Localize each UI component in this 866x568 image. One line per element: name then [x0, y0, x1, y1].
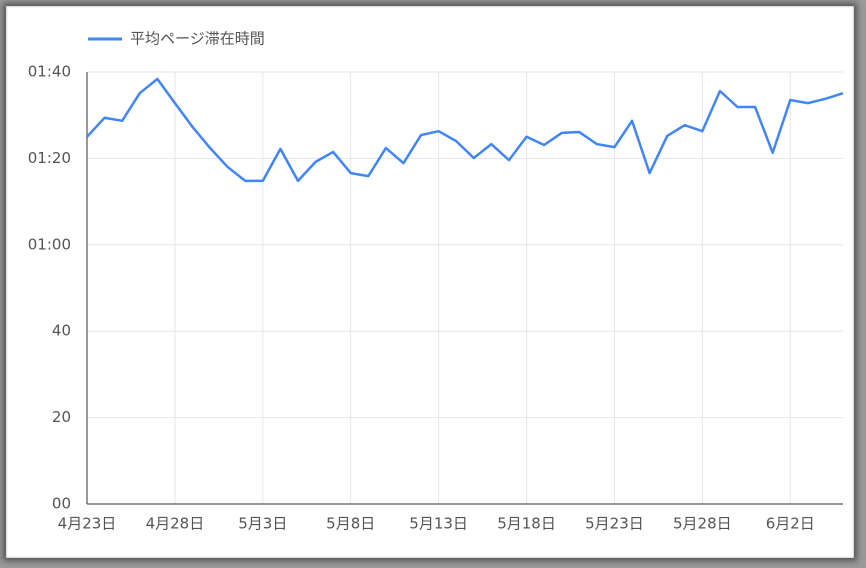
x-tick-label: 4月28日: [146, 515, 205, 533]
y-tick-label: 40: [52, 322, 71, 340]
x-tick-label: 5月18日: [497, 515, 556, 533]
legend-label: 平均ページ滞在時間: [130, 30, 265, 48]
x-tick-label: 5月28日: [673, 515, 732, 533]
x-tick-label: 5月13日: [409, 515, 468, 533]
x-tick-label: 6月2日: [766, 515, 815, 533]
y-tick-label: 00: [52, 495, 71, 513]
y-tick-label: 01:40: [28, 63, 71, 81]
y-tick-label: 01:20: [28, 149, 71, 167]
x-tick-label: 5月23日: [585, 515, 644, 533]
y-tick-label: 01:00: [28, 235, 71, 253]
x-tick-label: 4月23日: [58, 515, 117, 533]
line-series: [86, 77, 844, 183]
x-tick-label: 5月8日: [326, 515, 375, 533]
x-tick-label: 5月3日: [238, 515, 287, 533]
y-tick-label: 20: [52, 408, 71, 426]
chart-frame: [6, 6, 854, 558]
